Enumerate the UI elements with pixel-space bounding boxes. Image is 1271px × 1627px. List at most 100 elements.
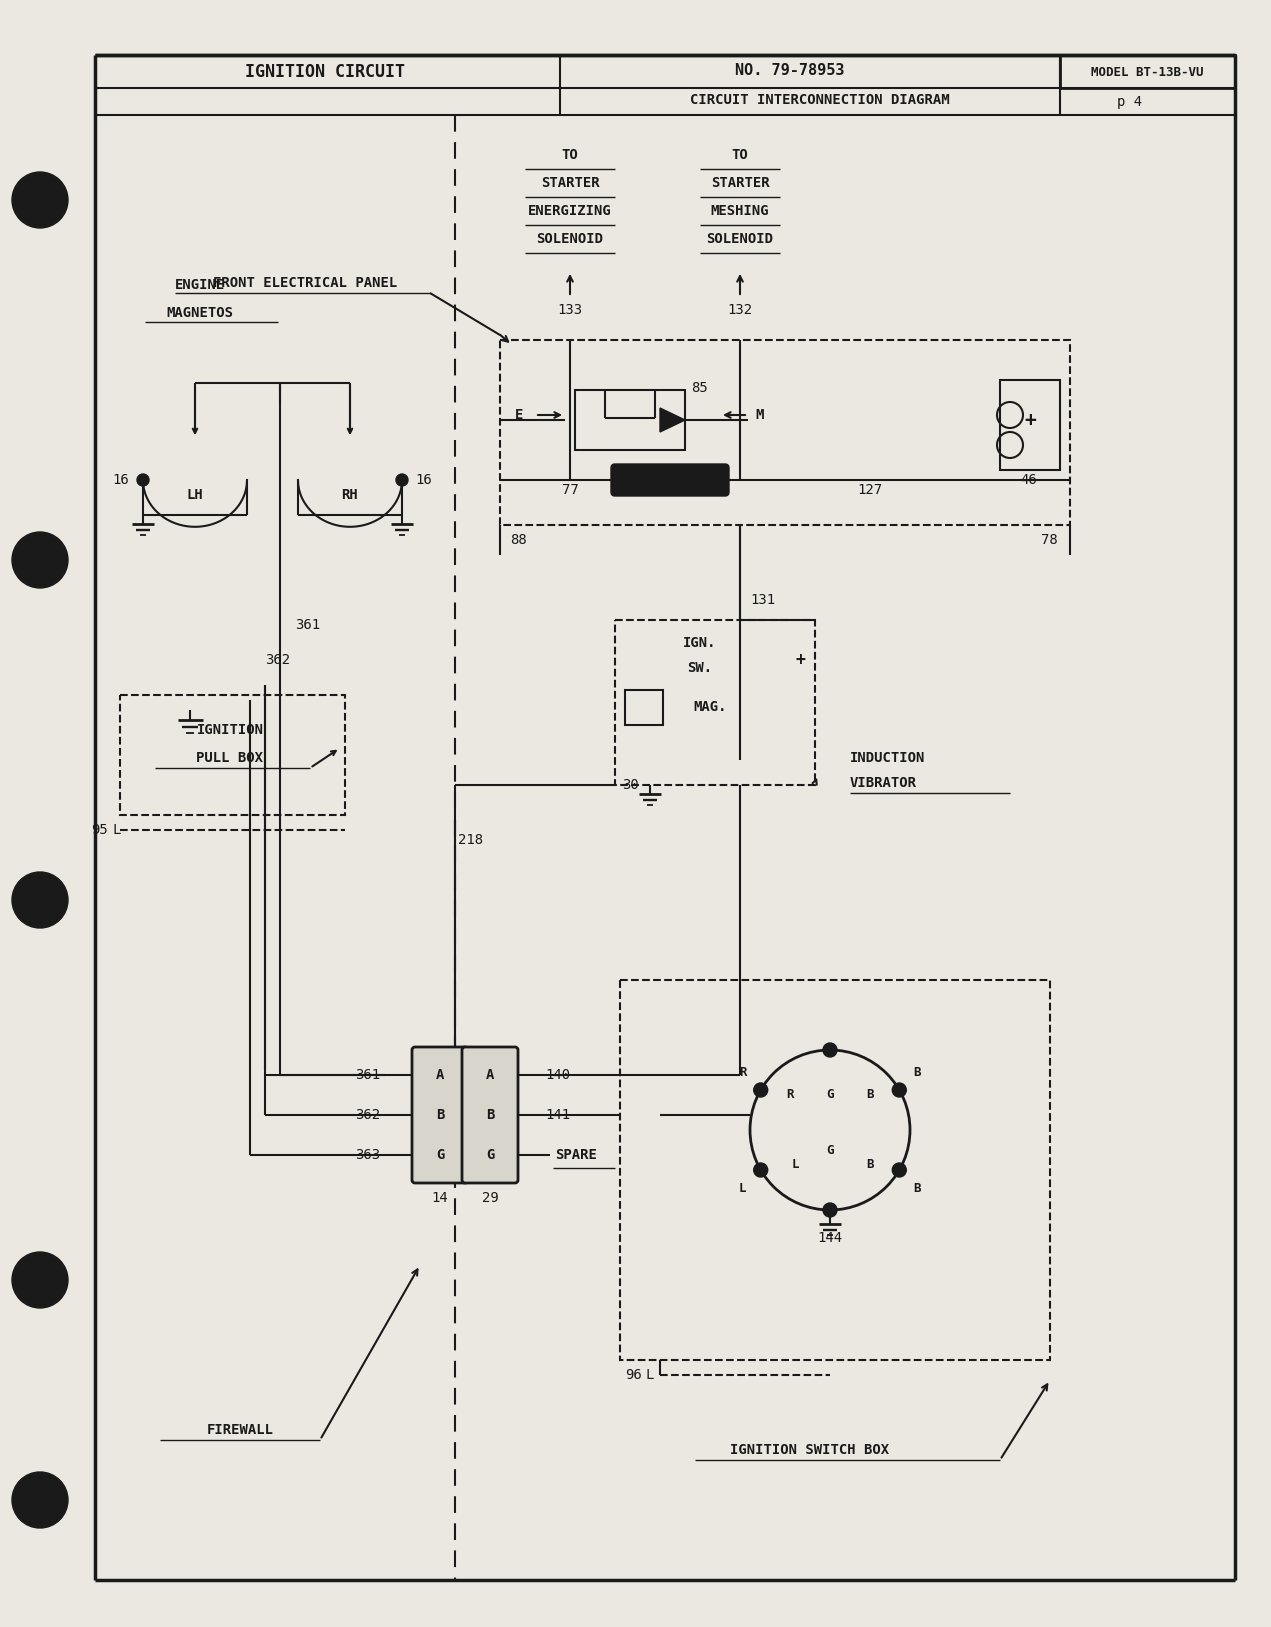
- Text: 78: 78: [1041, 534, 1057, 547]
- Text: G: G: [486, 1149, 494, 1162]
- Text: G: G: [436, 1149, 444, 1162]
- FancyBboxPatch shape: [412, 1048, 468, 1183]
- Text: 141: 141: [545, 1108, 571, 1123]
- Text: 16: 16: [416, 473, 432, 486]
- Text: 88: 88: [510, 534, 526, 547]
- Polygon shape: [660, 408, 685, 433]
- Text: 361: 361: [355, 1067, 380, 1082]
- Bar: [625, 690, 663, 726]
- Text: TO: TO: [562, 148, 578, 163]
- Circle shape: [892, 1084, 906, 1097]
- Text: 362: 362: [355, 1108, 380, 1123]
- Text: IGNITION SWITCH BOX: IGNITION SWITCH BOX: [731, 1443, 890, 1458]
- Text: VIBRATOR: VIBRATOR: [850, 776, 916, 791]
- Bar: [1060, 55, 1235, 88]
- Text: PULL BOX: PULL BOX: [197, 752, 263, 765]
- Text: CIRCUIT INTERCONNECTION DIAGRAM: CIRCUIT INTERCONNECTION DIAGRAM: [690, 93, 949, 107]
- Text: R: R: [738, 1066, 746, 1079]
- Text: 95: 95: [92, 823, 108, 836]
- Bar: [1000, 381, 1060, 470]
- Text: 29: 29: [482, 1191, 498, 1206]
- Text: L: L: [113, 823, 121, 836]
- Circle shape: [892, 1163, 906, 1176]
- Bar: [465, 1049, 515, 1180]
- Text: 361: 361: [295, 618, 320, 631]
- Text: MESHING: MESHING: [710, 203, 769, 218]
- Circle shape: [11, 1253, 69, 1308]
- Circle shape: [11, 172, 69, 228]
- Text: 16: 16: [113, 473, 130, 486]
- Text: LH: LH: [187, 488, 203, 503]
- Circle shape: [11, 1472, 69, 1528]
- Text: L: L: [792, 1158, 798, 1171]
- Bar: [574, 390, 685, 451]
- Text: MODEL BT-13B-VU: MODEL BT-13B-VU: [1091, 65, 1204, 78]
- Text: 363: 363: [355, 1149, 380, 1162]
- Circle shape: [754, 1084, 768, 1097]
- Text: 85: 85: [691, 381, 708, 395]
- Text: M: M: [756, 408, 764, 421]
- Text: SOLENOID: SOLENOID: [536, 233, 604, 246]
- Text: 77: 77: [562, 483, 578, 496]
- Text: B: B: [914, 1066, 921, 1079]
- Bar: [620, 979, 1050, 1360]
- Text: 133: 133: [558, 303, 582, 317]
- Text: 46: 46: [1021, 473, 1037, 486]
- Text: MAGNETOS: MAGNETOS: [167, 306, 234, 321]
- Text: SOLENOID: SOLENOID: [707, 233, 774, 246]
- Text: G: G: [826, 1144, 834, 1157]
- Text: ENERGIZING: ENERGIZING: [529, 203, 611, 218]
- Circle shape: [754, 1163, 768, 1176]
- Text: B: B: [486, 1108, 494, 1123]
- Bar: [615, 620, 815, 784]
- Text: STARTER: STARTER: [710, 176, 769, 190]
- Text: 82: 82: [681, 483, 698, 496]
- Text: IGNITION: IGNITION: [197, 722, 263, 737]
- Text: SW.: SW.: [688, 661, 713, 675]
- Text: SPARE: SPARE: [555, 1149, 597, 1162]
- Text: ENGINE: ENGINE: [175, 278, 225, 291]
- Bar: [500, 340, 1070, 526]
- Text: IGNITION CIRCUIT: IGNITION CIRCUIT: [245, 63, 405, 81]
- Text: 132: 132: [727, 303, 752, 317]
- Text: INDUCTION: INDUCTION: [850, 752, 925, 765]
- Text: 96: 96: [625, 1368, 642, 1381]
- Circle shape: [11, 532, 69, 587]
- Text: A: A: [436, 1067, 444, 1082]
- Text: 30: 30: [622, 778, 639, 792]
- Text: A: A: [486, 1067, 494, 1082]
- Text: +: +: [794, 651, 805, 669]
- Text: 140: 140: [545, 1067, 571, 1082]
- Text: 218: 218: [458, 833, 483, 848]
- Circle shape: [11, 872, 69, 927]
- Text: 144: 144: [817, 1232, 843, 1245]
- FancyBboxPatch shape: [611, 464, 730, 496]
- Text: B: B: [436, 1108, 444, 1123]
- Text: L: L: [738, 1181, 746, 1194]
- Text: FIREWALL: FIREWALL: [206, 1424, 273, 1437]
- Text: 14: 14: [432, 1191, 449, 1206]
- Text: IGN.: IGN.: [684, 636, 717, 651]
- FancyBboxPatch shape: [461, 1048, 519, 1183]
- Text: 127: 127: [858, 483, 882, 496]
- Text: L: L: [646, 1368, 655, 1381]
- Text: R: R: [787, 1088, 794, 1101]
- Text: G: G: [826, 1088, 834, 1101]
- Text: TO: TO: [732, 148, 749, 163]
- Text: B: B: [867, 1088, 873, 1101]
- Text: +: +: [1024, 410, 1036, 430]
- Text: RH: RH: [342, 488, 358, 503]
- Text: MAG.: MAG.: [693, 700, 727, 714]
- Bar: [119, 695, 344, 815]
- Text: 362: 362: [264, 652, 290, 667]
- Text: NO. 79-78953: NO. 79-78953: [735, 62, 845, 78]
- Text: 131: 131: [750, 592, 775, 607]
- Text: B: B: [867, 1158, 873, 1171]
- Text: FRONT ELECTRICAL PANEL: FRONT ELECTRICAL PANEL: [212, 277, 397, 290]
- Text: E: E: [515, 408, 524, 421]
- Text: p 4: p 4: [1117, 94, 1143, 109]
- Circle shape: [397, 473, 408, 486]
- Circle shape: [824, 1043, 838, 1058]
- Text: STARTER: STARTER: [540, 176, 600, 190]
- Bar: [416, 1049, 465, 1180]
